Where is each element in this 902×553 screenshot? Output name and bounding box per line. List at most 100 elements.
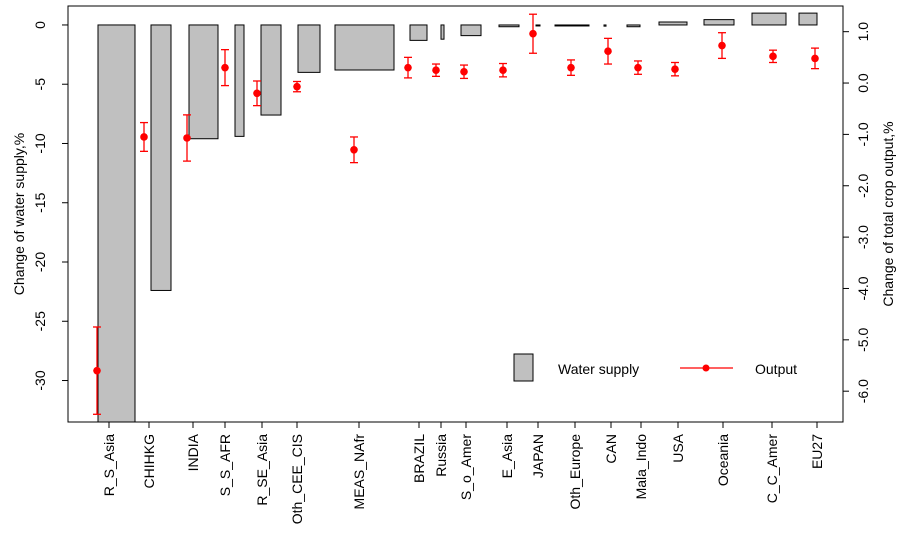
right-tick-label: -6.0: [855, 379, 871, 403]
output-point: [350, 146, 358, 154]
water-supply-bar-S_o_Amer: [460, 24, 482, 37]
right-axis: 1.0 0.0 -1.0 -2.0 -3.0 -4.0 -5.0 -6.0: [843, 22, 871, 403]
legend-output-marker: [702, 364, 710, 372]
output-point-group-Oceania: [718, 32, 726, 60]
output-point-group-MEAS_NAfr: [350, 136, 358, 164]
output-point: [671, 65, 679, 73]
water-supply-bar-EU27: [798, 12, 818, 26]
legend-water-supply-swatch: [513, 353, 534, 382]
left-tick-label: -20: [32, 252, 48, 272]
water-supply-bar-R_SE_Asia: [260, 24, 282, 116]
output-point-group-USA: [671, 61, 679, 77]
output-point-group-E_Asia: [499, 62, 507, 78]
y2-axis-title: Change of total crop output,%: [880, 121, 896, 306]
output-point: [253, 89, 261, 98]
output-point-group-INDIA: [183, 114, 191, 162]
left-tick-label: -25: [32, 311, 48, 331]
output-point-group-Russia: [432, 63, 440, 78]
x-tick-label-Oth_Europe: Oth_Europe: [567, 434, 583, 510]
output-point-group-JAPAN: [529, 13, 537, 54]
left-tick-label: -30: [32, 370, 48, 390]
output-layer: [93, 13, 819, 415]
left-tick-label: -10: [32, 133, 48, 153]
x-tick-label-Mala_Indo: Mala_Indo: [633, 434, 649, 500]
water-supply-bar-C_C_Amer: [751, 12, 787, 26]
water-supply-bar-USA: [658, 21, 688, 26]
output-point-group-C_C_Amer: [769, 49, 777, 64]
x-tick-label-R_S_Asia: R_S_Asia: [101, 434, 117, 496]
x-tick-label-CHIHKG: CHIHKG: [141, 434, 157, 488]
water-supply-bar-CHIHKG: [150, 24, 172, 291]
right-tick-label: -5.0: [855, 328, 871, 352]
output-point: [460, 67, 468, 76]
output-point: [718, 41, 726, 50]
output-point: [293, 82, 301, 91]
water-supply-bar-MEAS_NAfr: [334, 24, 395, 71]
output-point: [499, 66, 507, 74]
x-tick-label-C_C_Amer: C_C_Amer: [764, 434, 780, 504]
output-point-group-R_SE_Asia: [253, 80, 261, 107]
legend-water-supply-label: Water supply: [558, 361, 639, 377]
left-tick-label: 0: [32, 21, 48, 29]
x-tick-label-EU27: EU27: [809, 434, 825, 469]
x-tick-label-CAN: CAN: [603, 434, 619, 464]
output-point: [811, 54, 819, 63]
output-point-group-Mala_Indo: [634, 60, 642, 75]
right-tick-label: 1.0: [855, 22, 871, 42]
x-axis: R_S_Asia CHIHKG INDIA S_S_AFR R_SE_Asia Oth_C…: [101, 422, 825, 524]
x-tick-label-USA: USA: [670, 433, 686, 462]
x-tick-label-Oceania: Oceania: [715, 434, 731, 486]
output-point-group-CAN: [604, 37, 612, 65]
water-supply-bar-Oth_CEE_CIS: [297, 24, 321, 73]
x-tick-label-JAPAN: JAPAN: [530, 434, 546, 478]
water-supply-bar-E_Asia: [498, 24, 520, 28]
output-point: [529, 29, 537, 38]
output-point-group-R_S_Asia: [93, 326, 101, 415]
x-tick-label-MEAS_NAfr: MEAS_NAfr: [351, 434, 367, 510]
water-supply-bar-S_S_AFR: [234, 24, 245, 137]
y-axis-title: Change of water supply,%: [11, 133, 27, 295]
x-tick-label-S_o_Amer: S_o_Amer: [458, 434, 474, 500]
x-tick-label-Oth_CEE_CIS: Oth_CEE_CIS: [289, 434, 305, 524]
water-supply-bar-CAN: [603, 24, 607, 27]
output-point-group-EU27: [811, 47, 819, 70]
output-point: [604, 47, 612, 55]
x-tick-label-R_SE_Asia: R_SE_Asia: [254, 434, 270, 506]
output-point: [183, 134, 191, 142]
right-tick-label: -2.0: [855, 173, 871, 197]
output-point-group-Oth_CEE_CIS: [293, 80, 301, 93]
output-point: [432, 66, 440, 74]
water-supply-bar-Oceania: [703, 19, 735, 26]
output-point: [93, 366, 101, 375]
bars-layer: [97, 12, 818, 423]
x-tick-label-BRAZIL: BRAZIL: [411, 434, 427, 483]
right-tick-label: -4.0: [855, 276, 871, 300]
legend: Water supply Output: [513, 353, 797, 382]
output-point: [404, 63, 412, 72]
left-tick-label: -5: [32, 78, 48, 91]
output-point-group-Oth_Europe: [567, 59, 575, 76]
left-tick-label: -15: [32, 192, 48, 212]
output-point-group-S_o_Amer: [460, 64, 468, 80]
output-point: [221, 63, 229, 72]
x-tick-label-INDIA: INDIA: [185, 433, 201, 471]
right-tick-label: -1.0: [855, 122, 871, 146]
right-tick-label: -3.0: [855, 225, 871, 249]
x-tick-label-E_Asia: E_Asia: [499, 434, 515, 479]
output-point-group-BRAZIL: [404, 56, 412, 79]
output-point: [140, 133, 148, 141]
water-supply-bar-JAPAN: [535, 24, 541, 27]
x-tick-label-S_S_AFR: S_S_AFR: [217, 434, 233, 496]
water-supply-bar-INDIA: [188, 24, 219, 140]
plot-frame: [67, 5, 844, 423]
left-axis: 0 -5 -10 -15 -20 -25 -30: [32, 21, 68, 391]
output-point-group-S_S_AFR: [221, 49, 229, 87]
axes-layer: [67, 5, 844, 423]
water-supply-bar-Mala_Indo: [626, 24, 641, 28]
water-supply-bar-Oth_Europe: [554, 24, 590, 27]
output-point-group-CHIHKG: [140, 121, 148, 152]
right-tick-label: 0.0: [855, 73, 871, 93]
water-supply-bar-R_S_Asia: [97, 24, 136, 423]
water-supply-bar-BRAZIL: [409, 24, 428, 41]
